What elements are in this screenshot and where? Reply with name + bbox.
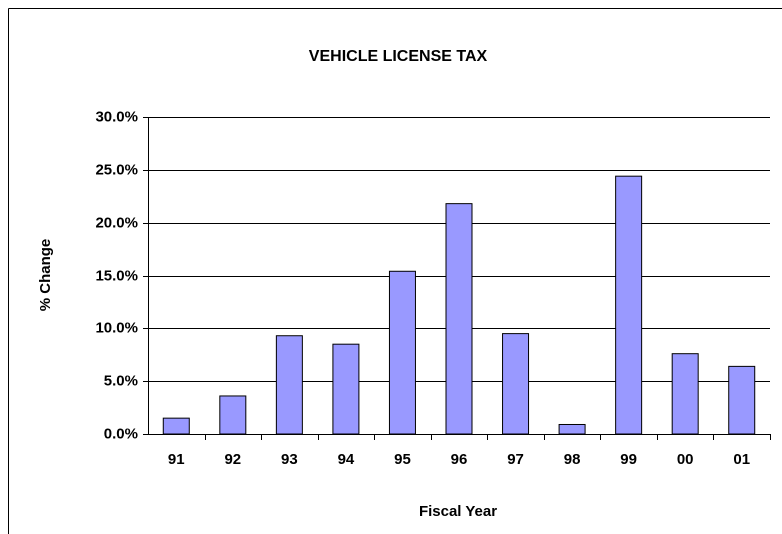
bar: [728, 365, 756, 435]
y-tick-label: 25.0%: [95, 161, 138, 178]
x-tick-label: 97: [507, 451, 524, 468]
bar: [162, 417, 190, 435]
bar: [388, 270, 416, 435]
bar: [275, 335, 303, 435]
bar: [445, 203, 473, 435]
bar: [502, 333, 530, 435]
y-tick-label: 0.0%: [104, 425, 138, 442]
bar: [558, 423, 586, 435]
x-tick-label: 01: [733, 451, 750, 468]
y-tick-label: 20.0%: [95, 214, 138, 231]
x-tick-label: 95: [394, 451, 411, 468]
x-axis-label: Fiscal Year: [419, 503, 497, 520]
y-tick-label: 5.0%: [104, 372, 138, 389]
x-tick-label: 00: [677, 451, 694, 468]
x-tick-label: 94: [338, 451, 355, 468]
x-tick-label: 92: [224, 451, 241, 468]
bar: [615, 175, 643, 435]
x-tick-label: 93: [281, 451, 298, 468]
y-tick-label: 10.0%: [95, 319, 138, 336]
bar: [671, 353, 699, 435]
bar: [219, 395, 247, 435]
x-tick-label: 91: [168, 451, 185, 468]
x-tick-label: 99: [620, 451, 637, 468]
chart-title: VEHICLE LICENSE TAX: [309, 48, 488, 65]
y-axis-label: % Change: [37, 239, 54, 312]
x-tick-label: 98: [564, 451, 581, 468]
bar: [332, 343, 360, 435]
y-tick-label: 15.0%: [95, 267, 138, 284]
y-tick-label: 30.0%: [95, 108, 138, 125]
x-tick-label: 96: [451, 451, 468, 468]
